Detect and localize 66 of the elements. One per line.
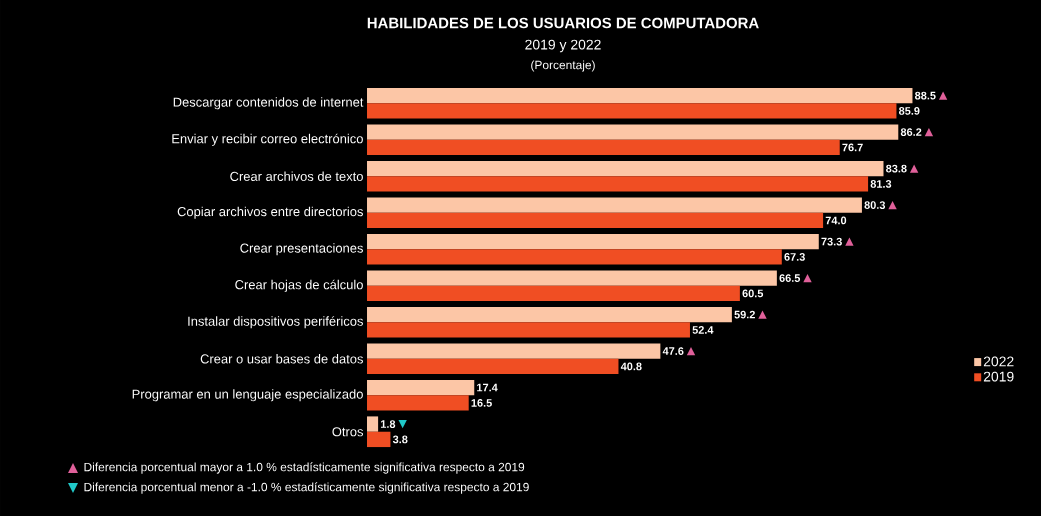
bar: [367, 160, 884, 177]
bar: [367, 212, 824, 229]
data-label: 76.7: [842, 143, 863, 152]
data-label: 85.9: [898, 107, 920, 115]
annotation: ▲: [909, 164, 919, 173]
annotation: ▲: [924, 127, 934, 137]
annotation: ▲: [845, 237, 854, 246]
bar: [367, 249, 782, 265]
data-label: 52.4: [692, 326, 714, 334]
bar: [367, 379, 475, 396]
data-label: 86.2: [900, 128, 922, 136]
bar: [367, 306, 732, 323]
y-tick-label: Enviar y recibir correo electrónico: [172, 133, 363, 146]
annotation: ▲: [888, 200, 897, 210]
y-tick-label: Descargar contenidos de internet: [173, 97, 364, 110]
y-tick-label: Crear presentaciones: [240, 243, 363, 256]
data-label: 16.5: [471, 399, 492, 407]
text: Diferencia porcentual mayor a 1.0 % estadísticamente significativa respecto a 2019: [84, 462, 525, 474]
data-label: 66.5: [779, 274, 801, 282]
data-label: 88.5: [915, 91, 936, 100]
bar: [367, 416, 379, 432]
bar: [367, 322, 690, 338]
bar: [367, 124, 899, 140]
bar: [367, 233, 819, 250]
data-label: 47.6: [662, 347, 684, 355]
y-tick-label: Copiar archivos entre directorios: [177, 206, 363, 219]
y-tick-label: Crear o usar bases de datos: [200, 353, 363, 364]
bar: [367, 343, 661, 359]
bar: [367, 176, 869, 192]
data-label: 83.8: [886, 164, 907, 173]
data-label: 40.8: [620, 362, 642, 371]
data-label: 80.3: [864, 201, 886, 209]
y-tick-label: Otros: [332, 427, 364, 437]
data-label: 1.8: [380, 420, 396, 428]
data-label: 81.3: [870, 180, 892, 188]
chart-subtitle: 2019 y 2022: [525, 39, 601, 53]
text: (Porcentaje): [531, 60, 595, 72]
bar: [367, 285, 740, 302]
bar: [367, 270, 777, 286]
bar: [367, 103, 897, 119]
bar: [367, 358, 619, 375]
legend-label: 2019: [983, 371, 1014, 382]
bar: [367, 197, 862, 213]
data-label: 74.0: [825, 216, 847, 225]
annotation: ▲: [686, 346, 696, 356]
data-label: 3.8: [392, 435, 408, 444]
bar: [367, 139, 840, 156]
annotation: ▼: [398, 419, 407, 429]
y-tick-label: Crear archivos de texto: [230, 171, 363, 181]
data-label: 73.3: [821, 237, 842, 246]
legend-label: 2022: [983, 356, 1014, 367]
y-tick-label: Crear hojas de cálculo: [235, 279, 363, 292]
chart-title: HABILIDADES DE LOS USUARIOS DE COMPUTADORA: [367, 17, 759, 29]
annotation: ▲: [758, 310, 767, 319]
y-tick-label: Instalar dispositivos periféricos: [188, 316, 363, 329]
bar: [367, 431, 391, 448]
data-label: 59.2: [734, 310, 755, 319]
text: Diferencia porcentual menor a -1.0 % estadísticamente significativa respecto a 2019: [84, 482, 529, 494]
y-tick-label: Programar en un lenguaje especializado: [132, 389, 363, 402]
data-label: 60.5: [742, 289, 764, 298]
bar: [367, 87, 913, 104]
bar: [367, 395, 469, 411]
annotation: ▲: [803, 273, 812, 283]
annotation: ▲: [938, 91, 948, 100]
data-label: 17.4: [477, 383, 498, 392]
data-label: 67.3: [784, 253, 805, 261]
